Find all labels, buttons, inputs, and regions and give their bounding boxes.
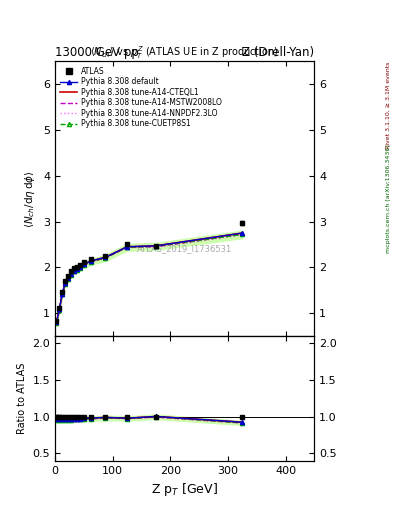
Y-axis label: $\langle N_{ch}/\mathrm{d}\eta\,\mathrm{d}\phi\rangle$: $\langle N_{ch}/\mathrm{d}\eta\,\mathrm{… [24, 170, 37, 227]
Text: 13000 GeV pp: 13000 GeV pp [55, 46, 139, 59]
Text: ATLAS_2019_I1736531: ATLAS_2019_I1736531 [137, 244, 232, 252]
Y-axis label: Ratio to ATLAS: Ratio to ATLAS [17, 362, 27, 434]
Title: $\langle N_{ch}\rangle$ vs $p_T^Z$ (ATLAS UE in Z production): $\langle N_{ch}\rangle$ vs $p_T^Z$ (ATLA… [90, 45, 279, 61]
Text: Z (Drell-Yan): Z (Drell-Yan) [242, 46, 314, 59]
X-axis label: Z p$_T$ [GeV]: Z p$_T$ [GeV] [151, 481, 218, 498]
Legend: ATLAS, Pythia 8.308 default, Pythia 8.308 tune-A14-CTEQL1, Pythia 8.308 tune-A14: ATLAS, Pythia 8.308 default, Pythia 8.30… [59, 65, 223, 130]
Text: Rivet 3.1.10, ≥ 3.1M events: Rivet 3.1.10, ≥ 3.1M events [386, 61, 391, 149]
Text: mcplots.cern.ch [arXiv:1306.3436]: mcplots.cern.ch [arXiv:1306.3436] [386, 144, 391, 253]
